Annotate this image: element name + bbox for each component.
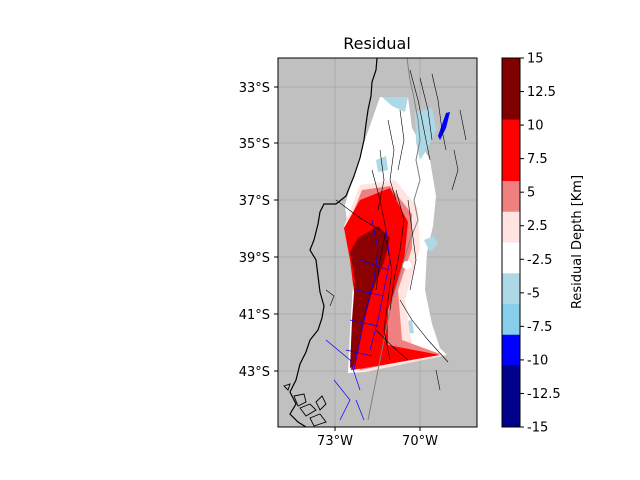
lon-tick-label: 70°W — [402, 434, 438, 449]
colorbar-band — [502, 150, 520, 182]
colorbar-band — [502, 211, 520, 243]
colorbar-tick-label: -5 — [527, 286, 540, 301]
colorbar-tick-label: 5 — [527, 186, 535, 201]
lon-axis: 73°W 70°W — [317, 427, 438, 449]
international-border — [367, 58, 421, 421]
colorbar-tick-label: -12.5 — [527, 387, 561, 402]
colorbar: 15 12.5 10 7.5 5 2.5 -2.5 -5 -7.5 -10 -12.5 -15 Res… — [501, 52, 585, 436]
colorbar-tick-label: -2.5 — [527, 253, 552, 268]
lat-tick-label: 35°S — [239, 137, 270, 152]
colorbar-tick-label: -10 — [527, 353, 548, 368]
colorbar-tick-label: 15 — [527, 52, 544, 67]
fault-lines — [325, 69, 467, 391]
map-panel — [277, 57, 478, 428]
residual-level-minus12_5 — [444, 114, 448, 126]
colorbar-tick-label: -15 — [527, 421, 548, 436]
map-frame — [277, 57, 478, 428]
colorbar-tick-label: 2.5 — [527, 219, 548, 234]
lat-tick-label: 39°S — [239, 251, 270, 266]
residual-white-spots — [352, 133, 412, 269]
islands — [283, 383, 327, 427]
lat-tick-label: 37°S — [239, 194, 270, 209]
colorbar-tick-label: -7.5 — [527, 320, 552, 335]
colorbar-band — [502, 58, 520, 90]
colorbar-band — [502, 273, 520, 305]
lat-tick-label: 41°S — [239, 308, 270, 323]
colorbar-band — [502, 304, 520, 336]
slab-contours — [325, 219, 391, 421]
colorbar-band — [502, 88, 520, 120]
coastline — [289, 58, 378, 427]
colorbar-frame — [501, 57, 521, 428]
lat-tick-label: 33°S — [239, 81, 270, 96]
colorbar-ticks: 15 12.5 10 7.5 5 2.5 -2.5 -5 -7.5 -10 -12.5 -15 — [520, 52, 561, 436]
colorbar-tick-label: 12.5 — [527, 85, 556, 100]
colorbar-band — [502, 396, 520, 428]
colorbar-band — [502, 181, 520, 213]
colorbar-band — [502, 365, 520, 397]
lon-tick-label: 73°W — [317, 434, 353, 449]
colorbar-tick-label: 7.5 — [527, 152, 548, 167]
map-title: Residual — [343, 34, 411, 53]
colorbar-tick-label: 10 — [527, 119, 544, 134]
lat-tick-label: 43°S — [239, 365, 270, 380]
colorbar-band — [502, 334, 520, 366]
colorbar-bands — [502, 58, 520, 428]
colorbar-band — [502, 242, 520, 274]
colorbar-label: Residual Depth [Km] — [570, 175, 585, 309]
lat-axis: 33°S 35°S 37°S 39°S 41°S 43°S — [239, 81, 278, 380]
colorbar-band — [502, 119, 520, 151]
